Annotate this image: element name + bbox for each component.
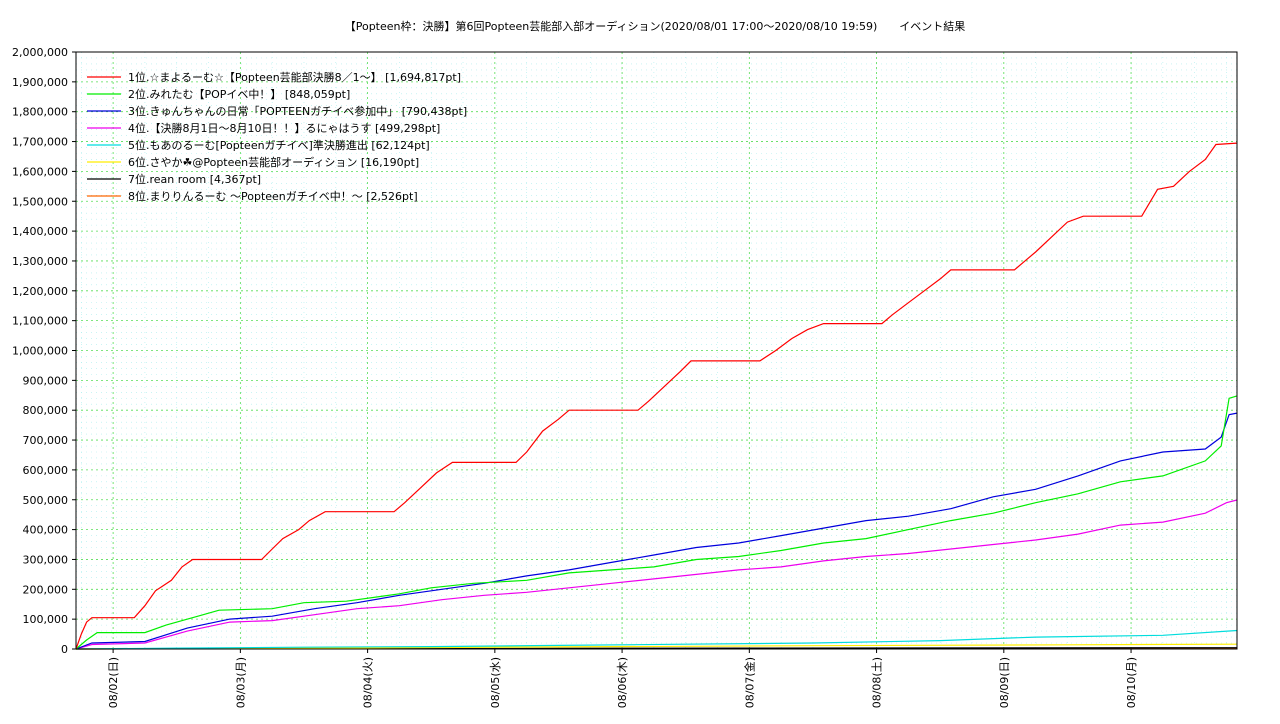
y-tick-label: 0	[61, 643, 68, 656]
plot-frame	[75, 51, 1238, 650]
grid-lines	[76, 51, 1237, 649]
x-tick-label: 08/03(月)	[234, 657, 247, 708]
x-tick-label: 08/05(水)	[489, 657, 502, 708]
y-tick-label: 1,200,000	[12, 285, 68, 298]
x-tick-label: 08/04(火)	[362, 657, 375, 708]
y-tick-label: 2,000,000	[12, 46, 68, 59]
y-tick-label: 1,100,000	[12, 315, 68, 328]
series-line-1	[75, 142, 1238, 650]
x-tick-label: 08/08(土)	[871, 657, 884, 708]
legend-entry: 6位.さやか☘@Popteen芸能部オーディション [16,190pt]	[128, 155, 419, 169]
y-tick-label: 400,000	[23, 524, 69, 537]
legend-entry: 2位.みれたむ【POPイベ中！】 [848,059pt]	[128, 87, 350, 101]
x-tick-label: 08/09(日)	[998, 657, 1011, 708]
y-tick-label: 1,700,000	[12, 136, 68, 149]
legend-entry: 3位.きゅんちゃんの日常「POPTEENガチイベ参加中」 [790,438pt]	[128, 104, 467, 118]
x-axis: 08/02(日) 08/03(月) 08/04(火) 08/05(水) 08/06(木)…	[107, 649, 1138, 708]
y-tick-label: 1,900,000	[12, 76, 68, 89]
y-tick-label: 700,000	[23, 434, 69, 447]
y-tick-label: 1,600,000	[12, 165, 68, 178]
x-tick-label: 08/06(木)	[616, 657, 629, 708]
y-tick-label: 100,000	[23, 613, 69, 626]
x-tick-label: 08/07(金)	[742, 657, 756, 708]
legend: 1位.☆まよるーむ☆【Popteen芸能部決勝8／1〜】 [1,694,817p…	[87, 70, 467, 203]
y-tick-label: 600,000	[23, 464, 69, 477]
legend-entry: 4位.【決勝8月1日〜8月10日！！】るにゃはうす [499,298pt]	[128, 121, 440, 135]
chart-title: 【Popteen枠：決勝】第6回Popteen芸能部入部オーディション(2020…	[345, 19, 966, 33]
y-tick-label: 300,000	[23, 553, 69, 566]
legend-entry: 8位.まりりんるーむ 〜Popteenガチイベ中！〜 [2,526pt]	[128, 189, 418, 203]
series-line-2	[75, 395, 1238, 650]
y-tick-label: 500,000	[23, 494, 69, 507]
legend-entry: 5位.もあのるーむ[Popteenガチイベ]準決勝進出 [62,124pt]	[128, 138, 430, 152]
series-line-4	[75, 499, 1238, 650]
y-tick-label: 900,000	[23, 374, 69, 387]
y-tick-label: 1,000,000	[12, 345, 68, 358]
series-line-6	[75, 643, 1238, 650]
series-line-3	[75, 412, 1238, 650]
y-tick-label: 1,800,000	[12, 106, 68, 119]
y-tick-label: 200,000	[23, 583, 69, 596]
y-axis: 0 100,000 200,000 300,000 400,000 500,000 600,…	[12, 46, 76, 656]
x-tick-label: 08/10(月)	[1125, 657, 1138, 708]
x-tick-label: 08/02(日)	[107, 657, 120, 708]
y-tick-label: 800,000	[23, 404, 69, 417]
legend-entry: 1位.☆まよるーむ☆【Popteen芸能部決勝8／1〜】 [1,694,817p…	[128, 70, 461, 84]
y-tick-label: 1,400,000	[12, 225, 68, 238]
y-tick-label: 1,500,000	[12, 195, 68, 208]
y-tick-label: 1,300,000	[12, 255, 68, 268]
series-line-5	[75, 629, 1238, 650]
legend-entry: 7位.rean room [4,367pt]	[128, 172, 261, 186]
